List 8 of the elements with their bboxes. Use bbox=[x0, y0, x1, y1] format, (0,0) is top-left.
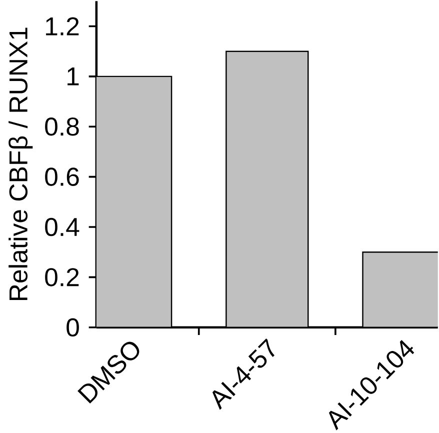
y-tick-label: 0.2 bbox=[45, 268, 79, 286]
y-tick-label: 0 bbox=[66, 318, 79, 337]
y-tick-label: 0.6 bbox=[45, 168, 79, 186]
y-tick-label: 0.8 bbox=[45, 118, 79, 136]
y-tick-label: 0.4 bbox=[45, 218, 80, 236]
y-tick-label: 1.2 bbox=[46, 17, 79, 36]
y-axis-title: Relative CBFβ / RUNX1 bbox=[8, 28, 33, 300]
y-tick-label: 1 bbox=[68, 68, 79, 86]
